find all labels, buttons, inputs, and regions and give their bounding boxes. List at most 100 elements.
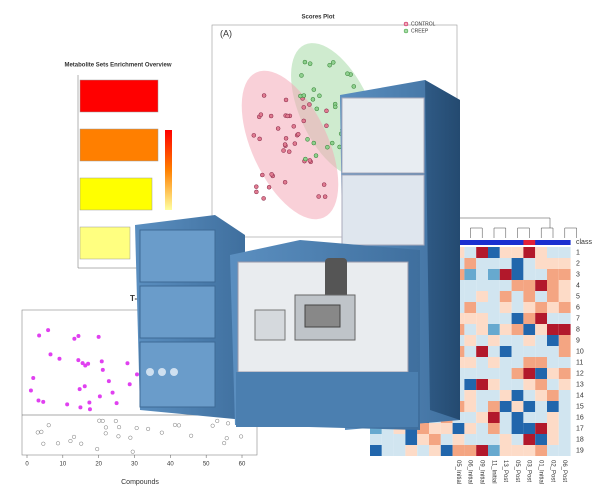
- point: [322, 194, 328, 199]
- instrument: [135, 80, 460, 430]
- cell: [464, 291, 477, 302]
- cell: [547, 423, 559, 434]
- x-tick-label: 10: [59, 462, 66, 468]
- x-tick-label: 20: [95, 462, 102, 468]
- cell: [464, 401, 477, 412]
- cell: [499, 357, 512, 368]
- knob: [146, 368, 154, 376]
- scores-title: Scores Plot: [301, 15, 334, 21]
- cell: [476, 346, 488, 357]
- cell: [535, 346, 547, 357]
- cell: [488, 291, 500, 302]
- cell: [464, 357, 477, 368]
- cell: [535, 357, 547, 368]
- cell: [535, 434, 547, 445]
- cell: [558, 324, 571, 335]
- cell: [523, 247, 536, 258]
- cell: [558, 335, 571, 346]
- cell: [476, 401, 488, 412]
- cell: [547, 269, 559, 280]
- cell: [535, 423, 547, 434]
- enrichment-panel: Metabolite Sets Enrichment Overview: [64, 63, 172, 269]
- dendrogram: [517, 227, 530, 238]
- point: [269, 172, 274, 177]
- point: [260, 172, 265, 178]
- cell: [476, 335, 488, 346]
- point: [324, 123, 329, 128]
- point: [41, 399, 46, 404]
- cell: [499, 269, 512, 280]
- cell: [499, 313, 512, 324]
- point: [261, 196, 266, 201]
- point: [292, 141, 298, 146]
- cell: [558, 313, 571, 324]
- dendrogram: [564, 227, 577, 238]
- bar: [79, 226, 131, 260]
- cell: [488, 390, 500, 401]
- cell: [476, 379, 488, 390]
- point: [224, 436, 229, 441]
- point: [251, 133, 257, 138]
- point: [103, 425, 108, 430]
- cell: [499, 390, 512, 401]
- point: [78, 405, 83, 410]
- point: [100, 367, 105, 372]
- x-tick-label: 0: [25, 462, 29, 468]
- x-tick-label: 60: [239, 462, 246, 468]
- point: [79, 441, 84, 446]
- cell: [499, 434, 512, 445]
- cell: [547, 445, 559, 456]
- bar: [79, 128, 159, 162]
- cell: [558, 390, 571, 401]
- x-axis-label: Compounds: [121, 479, 159, 486]
- cell: [535, 335, 547, 346]
- cell: [499, 335, 512, 346]
- cell: [476, 324, 488, 335]
- cell: [499, 445, 512, 456]
- cell: [535, 269, 547, 280]
- tower-panel: [341, 174, 425, 246]
- cell: [476, 368, 488, 379]
- point: [113, 418, 118, 424]
- point: [35, 430, 40, 435]
- panel-label: (A): [220, 28, 232, 38]
- cell: [523, 390, 536, 401]
- cell: [452, 445, 465, 456]
- point: [80, 361, 85, 366]
- point: [275, 126, 281, 131]
- cell: [558, 291, 571, 302]
- tower-side: [425, 80, 460, 420]
- cell: [558, 357, 571, 368]
- point: [176, 423, 181, 428]
- point: [239, 434, 244, 439]
- point: [128, 435, 133, 440]
- row-label: 3: [576, 271, 580, 278]
- cell: [523, 401, 536, 412]
- cell: [558, 280, 571, 291]
- cell: [547, 324, 559, 335]
- cell: [511, 269, 524, 280]
- point: [324, 108, 329, 114]
- cell: [429, 445, 441, 456]
- row-label: 19: [576, 447, 584, 454]
- ms-base: [236, 372, 418, 427]
- column-label: 13_Post: [502, 460, 508, 482]
- cell: [381, 445, 394, 456]
- cell: [464, 313, 477, 324]
- dendrogram: [470, 227, 483, 238]
- cell: [476, 434, 488, 445]
- point: [103, 431, 108, 436]
- point: [95, 446, 100, 452]
- cell: [535, 258, 547, 269]
- dendrogram: [449, 217, 551, 228]
- valve: [254, 309, 286, 341]
- point: [281, 148, 286, 153]
- point: [72, 336, 77, 341]
- point: [311, 140, 317, 146]
- cell: [535, 401, 547, 412]
- point: [146, 426, 151, 431]
- cell: [499, 280, 512, 291]
- cell: [523, 445, 536, 456]
- point: [314, 106, 320, 112]
- cell: [558, 258, 571, 269]
